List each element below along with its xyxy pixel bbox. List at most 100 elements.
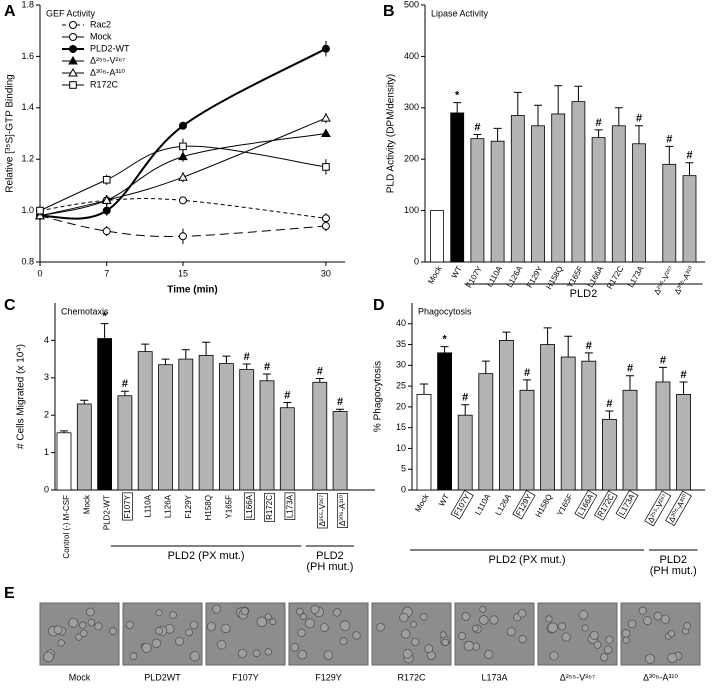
chart-title: Phagocytosis	[418, 306, 472, 316]
cell	[189, 620, 199, 630]
cell	[339, 620, 351, 631]
cell	[653, 611, 663, 621]
bar	[117, 395, 133, 491]
x-tick-label: F107Y	[452, 492, 472, 517]
cell	[125, 620, 134, 629]
label-box	[243, 492, 255, 520]
cell	[668, 629, 676, 638]
error-bar	[605, 410, 614, 420]
cell	[489, 615, 499, 625]
x-tick-label: WT	[437, 492, 451, 507]
bar	[560, 356, 576, 491]
error-bar	[60, 430, 68, 433]
x-tick-label: L110A	[485, 264, 504, 289]
y-tick-label: 3	[44, 372, 49, 382]
annotation: #	[524, 367, 530, 379]
x-tick-label: L126A	[505, 264, 525, 289]
x-tick-label: 7	[104, 268, 109, 278]
annotation: #	[636, 113, 642, 125]
error-bar	[574, 85, 583, 102]
cell	[376, 622, 385, 632]
cell	[310, 604, 320, 615]
y-tick-label: 100	[404, 205, 419, 215]
x-tick-label: Mock	[426, 264, 444, 286]
cell	[237, 648, 248, 658]
error-bar	[679, 381, 688, 395]
error-bar	[440, 346, 449, 353]
cell	[339, 637, 348, 646]
cell	[478, 615, 489, 625]
cell	[621, 629, 631, 638]
group-label: PLD2	[316, 550, 344, 562]
legend-marker	[68, 67, 78, 77]
error-bar	[543, 327, 552, 345]
cell	[75, 633, 83, 641]
y-tick-label: 15	[396, 422, 406, 432]
y-axis-label: PLD Activity (DPM/density)	[386, 74, 397, 193]
group-label: PLD2	[570, 288, 598, 300]
x-tick-label: R172C	[596, 492, 616, 518]
label-box	[264, 492, 275, 522]
cell	[87, 618, 96, 627]
cell	[109, 627, 117, 636]
cell	[578, 610, 589, 620]
cell	[424, 644, 434, 654]
cell	[155, 626, 164, 635]
cell	[545, 615, 553, 623]
x-axis-label: Time (min)	[167, 285, 217, 296]
bar	[259, 380, 275, 491]
x-tick-label: L110A	[143, 494, 152, 517]
label-box	[512, 489, 536, 520]
error-bar	[626, 375, 634, 391]
error-bar	[523, 379, 531, 391]
error-bar	[502, 331, 511, 341]
cell	[175, 636, 185, 646]
group-label: PLD2	[659, 554, 687, 566]
annotation: #	[666, 133, 672, 145]
bar	[531, 125, 545, 263]
bar	[571, 101, 586, 263]
error-bar	[161, 358, 170, 365]
error-bar	[420, 383, 428, 395]
annotation: *	[102, 310, 107, 322]
cell	[461, 612, 471, 621]
cell	[471, 624, 479, 632]
bar	[450, 112, 465, 263]
bar	[519, 389, 535, 491]
data-point	[102, 175, 111, 184]
bar	[490, 140, 505, 263]
chart-title: Lipase Activity	[431, 8, 489, 18]
x-tick-label: Control (-) M-CSF	[62, 495, 71, 559]
annotation: #	[686, 150, 692, 162]
annotation: #	[606, 398, 612, 410]
bar	[676, 394, 691, 491]
bar	[470, 138, 485, 263]
panel-letter: B	[383, 3, 395, 20]
x-tick-label: 30	[321, 268, 331, 278]
legend-label: Mock	[90, 31, 112, 41]
data-point	[321, 44, 330, 53]
legend-label: Δ³⁰⁶-A³¹⁰	[90, 67, 125, 77]
error-bar	[242, 363, 251, 370]
cell	[129, 652, 138, 661]
x-tick-label: L166A	[576, 492, 596, 517]
cell	[300, 613, 307, 620]
x-tick-label: R172C	[265, 495, 274, 520]
y-tick-label: 40	[396, 318, 406, 328]
image-caption: PLD2WT	[144, 672, 181, 682]
bar	[498, 339, 514, 491]
data-point	[178, 172, 188, 181]
x-tick-label: Mock	[413, 492, 431, 514]
cell	[352, 631, 361, 640]
x-tick-label: R172C	[605, 264, 625, 290]
cell	[79, 621, 87, 629]
cell	[269, 618, 277, 626]
x-tick-label: F129Y	[514, 492, 534, 517]
cell	[85, 607, 95, 617]
data-point	[322, 163, 330, 171]
bar	[611, 125, 626, 263]
error-bar	[315, 378, 324, 383]
error-bar	[594, 129, 603, 138]
x-tick-label: Δ³⁰⁶-A³¹⁰	[673, 265, 696, 296]
chart-title: Chemotaxis	[61, 306, 109, 316]
